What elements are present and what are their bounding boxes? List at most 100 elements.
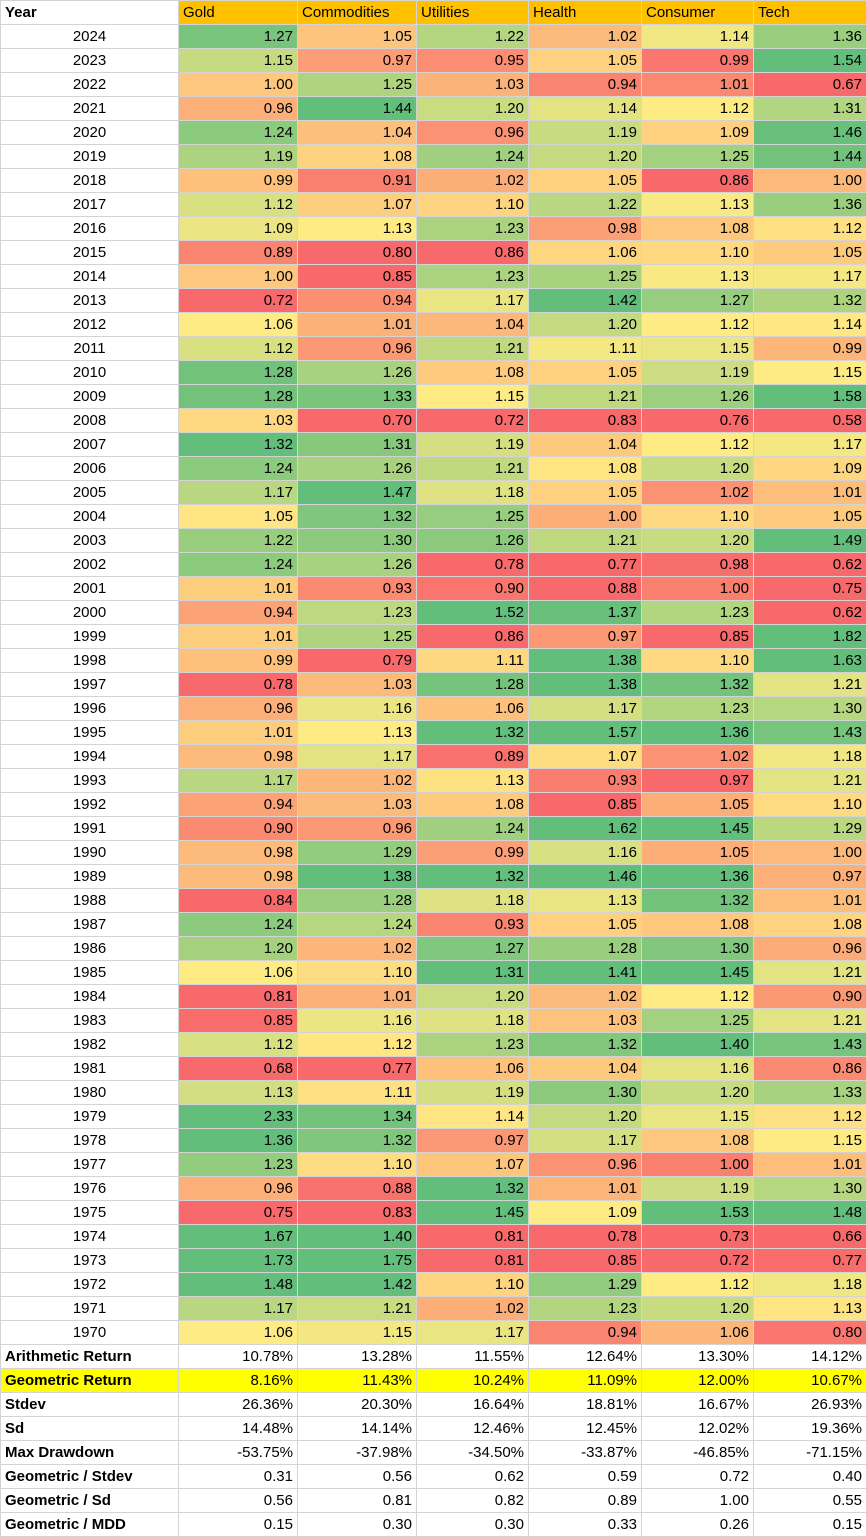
value-cell[interactable]: 1.23 [416,216,529,241]
year-cell[interactable]: 2014 [0,264,179,289]
value-cell[interactable]: 0.77 [753,1248,866,1273]
value-cell[interactable]: 1.12 [641,312,754,337]
value-cell[interactable]: 1.26 [297,456,417,481]
value-cell[interactable]: 1.06 [416,696,529,721]
value-cell[interactable]: 0.94 [178,792,298,817]
value-cell[interactable]: 1.24 [416,144,529,169]
value-cell[interactable]: 1.41 [528,960,642,985]
summary-value-cell[interactable]: 20.30% [297,1392,417,1417]
value-cell[interactable]: 0.93 [528,768,642,793]
value-cell[interactable]: 1.02 [297,768,417,793]
summary-label[interactable]: Geometric / MDD [0,1512,179,1537]
value-cell[interactable]: 1.43 [753,720,866,745]
value-cell[interactable]: 1.57 [528,720,642,745]
value-cell[interactable]: 1.25 [297,72,417,97]
summary-value-cell[interactable]: 26.36% [178,1392,298,1417]
year-cell[interactable]: 2024 [0,24,179,49]
value-cell[interactable]: 1.10 [641,504,754,529]
year-cell[interactable]: 1970 [0,1320,179,1345]
year-cell[interactable]: 1978 [0,1128,179,1153]
value-cell[interactable]: 0.97 [753,864,866,889]
summary-value-cell[interactable]: 0.15 [753,1512,866,1537]
summary-label[interactable]: Max Drawdown [0,1440,179,1465]
value-cell[interactable]: 1.19 [528,120,642,145]
value-cell[interactable]: 1.12 [753,216,866,241]
value-cell[interactable]: 1.01 [178,720,298,745]
year-cell[interactable]: 2001 [0,576,179,601]
value-cell[interactable]: 0.85 [641,624,754,649]
value-cell[interactable]: 1.40 [641,1032,754,1057]
summary-value-cell[interactable]: 0.30 [297,1512,417,1537]
summary-value-cell[interactable]: 11.09% [528,1368,642,1393]
value-cell[interactable]: 1.47 [297,480,417,505]
value-cell[interactable]: 1.23 [416,264,529,289]
value-cell[interactable]: 1.11 [528,336,642,361]
value-cell[interactable]: 1.14 [753,312,866,337]
column-header-tech[interactable]: Tech [753,0,866,25]
value-cell[interactable]: 1.00 [641,576,754,601]
value-cell[interactable]: 1.01 [528,1176,642,1201]
year-cell[interactable]: 1973 [0,1248,179,1273]
value-cell[interactable]: 0.80 [297,240,417,265]
value-cell[interactable]: 2.33 [178,1104,298,1129]
value-cell[interactable]: 0.68 [178,1056,298,1081]
value-cell[interactable]: 1.20 [641,528,754,553]
value-cell[interactable]: 1.15 [416,384,529,409]
value-cell[interactable]: 1.25 [416,504,529,529]
year-cell[interactable]: 2000 [0,600,179,625]
value-cell[interactable]: 0.67 [753,72,866,97]
value-cell[interactable]: 1.36 [178,1128,298,1153]
year-cell[interactable]: 1995 [0,720,179,745]
value-cell[interactable]: 0.94 [297,288,417,313]
value-cell[interactable]: 1.42 [297,1272,417,1297]
value-cell[interactable]: 1.21 [753,768,866,793]
value-cell[interactable]: 0.94 [178,600,298,625]
value-cell[interactable]: 0.96 [297,816,417,841]
value-cell[interactable]: 0.84 [178,888,298,913]
value-cell[interactable]: 1.10 [753,792,866,817]
value-cell[interactable]: 1.22 [528,192,642,217]
value-cell[interactable]: 1.13 [528,888,642,913]
summary-value-cell[interactable]: 0.56 [178,1488,298,1513]
value-cell[interactable]: 1.28 [416,672,529,697]
value-cell[interactable]: 1.18 [753,1272,866,1297]
value-cell[interactable]: 1.25 [641,144,754,169]
value-cell[interactable]: 1.01 [753,1152,866,1177]
value-cell[interactable]: 1.02 [416,168,529,193]
value-cell[interactable]: 1.29 [297,840,417,865]
year-cell[interactable]: 2004 [0,504,179,529]
value-cell[interactable]: 1.24 [178,456,298,481]
value-cell[interactable]: 1.02 [641,744,754,769]
column-header-consumer[interactable]: Consumer [641,0,754,25]
value-cell[interactable]: 1.18 [416,888,529,913]
value-cell[interactable]: 1.32 [297,504,417,529]
summary-value-cell[interactable]: -46.85% [641,1440,754,1465]
value-cell[interactable]: 0.81 [416,1248,529,1273]
summary-value-cell[interactable]: 8.16% [178,1368,298,1393]
value-cell[interactable]: 1.12 [297,1032,417,1057]
value-cell[interactable]: 1.20 [528,144,642,169]
value-cell[interactable]: 0.88 [297,1176,417,1201]
value-cell[interactable]: 1.17 [416,1320,529,1345]
value-cell[interactable]: 1.17 [297,744,417,769]
summary-value-cell[interactable]: 0.30 [416,1512,529,1537]
value-cell[interactable]: 1.21 [528,384,642,409]
value-cell[interactable]: 1.19 [641,1176,754,1201]
value-cell[interactable]: 0.81 [178,984,298,1009]
value-cell[interactable]: 0.83 [297,1200,417,1225]
summary-value-cell[interactable]: -33.87% [528,1440,642,1465]
value-cell[interactable]: 0.99 [416,840,529,865]
value-cell[interactable]: 1.25 [297,624,417,649]
year-cell[interactable]: 2002 [0,552,179,577]
value-cell[interactable]: 1.03 [297,792,417,817]
value-cell[interactable]: 1.04 [297,120,417,145]
year-cell[interactable]: 2019 [0,144,179,169]
value-cell[interactable]: 0.79 [297,648,417,673]
value-cell[interactable]: 1.32 [416,720,529,745]
value-cell[interactable]: 1.36 [641,864,754,889]
value-cell[interactable]: 1.44 [297,96,417,121]
value-cell[interactable]: 0.96 [178,1176,298,1201]
value-cell[interactable]: 1.15 [641,336,754,361]
value-cell[interactable]: 1.30 [297,528,417,553]
value-cell[interactable]: 0.85 [178,1008,298,1033]
